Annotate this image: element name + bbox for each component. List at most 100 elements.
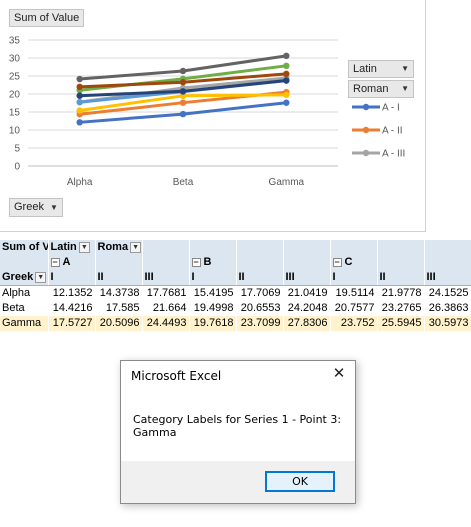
x-tick-label: Beta bbox=[173, 177, 194, 188]
table-cell[interactable]: 21.9778 bbox=[377, 285, 425, 301]
table-cell[interactable]: 27.8306 bbox=[283, 316, 331, 331]
data-point bbox=[179, 67, 187, 75]
value-field-button[interactable]: Sum of Value bbox=[9, 9, 85, 27]
dialog-title: Microsoft Excel bbox=[131, 369, 222, 383]
table-cell[interactable]: 30.5973 bbox=[424, 316, 471, 331]
table-cell[interactable]: 24.2048 bbox=[283, 301, 331, 316]
filter-dropdown-icon[interactable]: ▼ bbox=[130, 241, 141, 253]
row-label[interactable]: Gamma bbox=[0, 316, 49, 331]
table-cell[interactable]: 21.0419 bbox=[283, 285, 331, 301]
data-point bbox=[179, 99, 187, 106]
table-cell[interactable]: 19.4998 bbox=[189, 301, 237, 316]
legend-field-button-roman[interactable]: Roman ▼ bbox=[348, 80, 414, 98]
legend-field-button-latin[interactable]: Latin ▼ bbox=[348, 60, 414, 78]
group-header-b[interactable]: − B bbox=[189, 255, 237, 270]
table-cell[interactable]: 24.1525 bbox=[424, 285, 471, 301]
data-point bbox=[283, 77, 290, 84]
data-point bbox=[76, 75, 83, 83]
message-dialog: Microsoft Excel ✕ Category Labels for Se… bbox=[120, 360, 356, 504]
x-tick-label: Gamma bbox=[269, 177, 305, 188]
row-label[interactable]: Beta bbox=[0, 301, 49, 316]
values-header-text: Sum of V bbox=[2, 241, 48, 253]
table-cell[interactable]: 17.7069 bbox=[236, 285, 284, 301]
legend-field-label: Roman bbox=[353, 83, 389, 95]
table-cell[interactable]: 12.1352 bbox=[48, 285, 96, 301]
data-point bbox=[76, 107, 83, 114]
subcol-header[interactable]: III bbox=[283, 270, 331, 286]
table-row: Beta 14.4216 17.585 21.664 19.4998 20.65… bbox=[0, 301, 471, 316]
close-icon[interactable]: ✕ bbox=[332, 365, 346, 382]
table-cell[interactable]: 26.3863 bbox=[424, 301, 471, 316]
legend-marker bbox=[362, 103, 370, 111]
y-tick-label: 0 bbox=[14, 162, 20, 173]
subcol-header[interactable]: III bbox=[142, 270, 190, 286]
table-cell[interactable]: 17.5727 bbox=[48, 316, 96, 331]
pivot-header-row: Sum of V Latin ▼ Roma ▼ bbox=[0, 240, 471, 255]
data-point bbox=[76, 99, 83, 106]
dialog-footer: OK bbox=[121, 461, 355, 503]
table-cell[interactable]: 17.7681 bbox=[142, 285, 190, 301]
collapse-icon[interactable]: − bbox=[191, 256, 201, 267]
legend-entry-label: A - II bbox=[382, 126, 403, 137]
table-cell[interactable]: 20.5096 bbox=[95, 316, 143, 331]
subcol-header[interactable]: III bbox=[424, 270, 471, 286]
table-cell[interactable]: 20.6553 bbox=[236, 301, 284, 316]
subcol-header[interactable]: I bbox=[189, 270, 237, 286]
collapse-icon[interactable]: − bbox=[332, 256, 342, 267]
subcol-header[interactable]: II bbox=[236, 270, 284, 286]
table-cell[interactable]: 23.752 bbox=[330, 316, 378, 331]
triangle-down-icon: ▼ bbox=[49, 203, 58, 212]
column-field-roman[interactable]: Roma ▼ bbox=[95, 240, 143, 255]
y-tick-label: 25 bbox=[9, 72, 21, 83]
data-point bbox=[76, 83, 83, 91]
y-tick-label: 35 bbox=[9, 36, 21, 47]
value-field-label: Sum of Value bbox=[14, 12, 80, 24]
data-point bbox=[283, 52, 290, 60]
group-label: B bbox=[203, 256, 212, 268]
filter-dropdown-icon[interactable]: ▼ bbox=[35, 271, 47, 283]
triangle-down-icon: ▼ bbox=[401, 64, 409, 73]
row-label[interactable]: Alpha bbox=[0, 285, 49, 301]
group-header-c[interactable]: − C bbox=[330, 255, 378, 270]
group-header-a[interactable]: − A bbox=[48, 255, 96, 270]
table-cell[interactable]: 14.3738 bbox=[95, 285, 143, 301]
subcol-header[interactable]: II bbox=[95, 270, 143, 286]
table-cell[interactable]: 20.7577 bbox=[330, 301, 378, 316]
data-point bbox=[76, 119, 83, 126]
pivot-group-row: − A − B − C bbox=[0, 255, 471, 270]
table-cell[interactable]: 19.7618 bbox=[189, 316, 237, 331]
table-cell[interactable]: 23.7099 bbox=[236, 316, 284, 331]
subcol-header[interactable]: I bbox=[48, 270, 96, 286]
line-chart: 0 5 10 15 20 25 30 35 Alpha Beta Gamma A - I A - II A… bbox=[9, 36, 405, 189]
table-cell[interactable]: 21.664 bbox=[142, 301, 190, 316]
subcol-header[interactable]: II bbox=[377, 270, 425, 286]
pivot-chart[interactable]: 0 5 10 15 20 25 30 35 Alpha Beta Gamma A - I A - II A… bbox=[0, 0, 426, 232]
row-field-greek[interactable]: Greek ▼ bbox=[0, 270, 49, 286]
data-point bbox=[283, 70, 290, 78]
data-point bbox=[179, 88, 187, 95]
axis-field-button-greek[interactable]: Greek ▼ bbox=[9, 198, 63, 217]
table-cell[interactable]: 19.5114 bbox=[330, 285, 378, 301]
filter-dropdown-icon[interactable]: ▼ bbox=[78, 241, 90, 253]
y-tick-label: 30 bbox=[9, 54, 21, 65]
y-tick-label: 15 bbox=[9, 108, 21, 119]
column-field-latin[interactable]: Latin ▼ bbox=[48, 240, 96, 255]
table-cell[interactable]: 24.4493 bbox=[142, 316, 190, 331]
group-label: A bbox=[62, 256, 71, 268]
table-cell[interactable]: 17.585 bbox=[95, 301, 143, 316]
data-point bbox=[179, 79, 187, 86]
table-row-selected: Gamma 17.5727 20.5096 24.4493 19.7618 23… bbox=[0, 316, 471, 331]
ok-button[interactable]: OK bbox=[265, 471, 335, 492]
subcol-header[interactable]: I bbox=[330, 270, 378, 286]
legend-entry-label: A - I bbox=[382, 103, 400, 114]
pivot-table: Sum of V Latin ▼ Roma ▼ − A − B − C Greek ▼ I … bbox=[0, 240, 471, 331]
table-cell[interactable]: 23.2765 bbox=[377, 301, 425, 316]
data-point bbox=[179, 110, 187, 118]
dialog-message: Category Labels for Series 1 - Point 3: … bbox=[133, 413, 343, 439]
values-header-cell[interactable]: Sum of V bbox=[0, 240, 49, 255]
collapse-icon[interactable]: − bbox=[50, 256, 60, 267]
table-cell[interactable]: 25.5945 bbox=[377, 316, 425, 331]
table-cell[interactable]: 14.4216 bbox=[48, 301, 96, 316]
legend-field-label: Latin bbox=[353, 63, 377, 75]
table-cell[interactable]: 15.4195 bbox=[189, 285, 237, 301]
